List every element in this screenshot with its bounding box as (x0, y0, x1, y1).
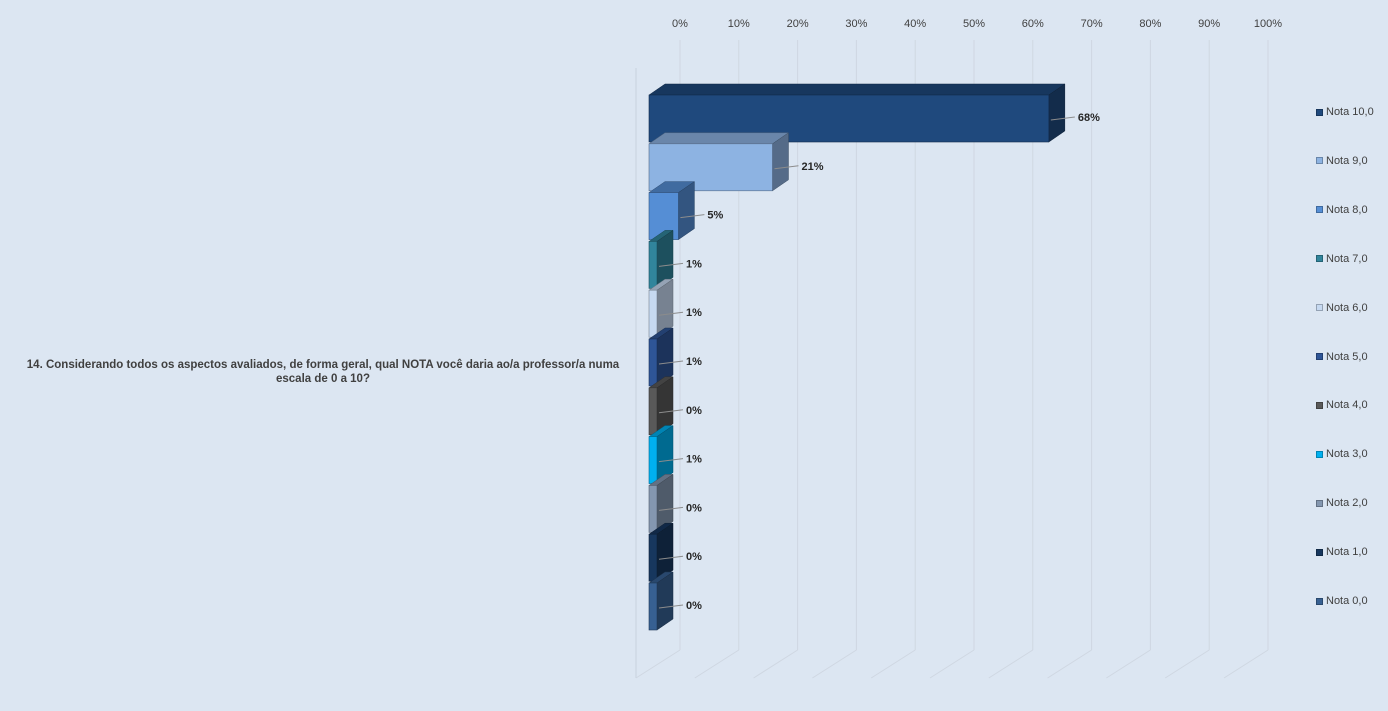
data-label: 0% (686, 405, 702, 417)
leader-line (658, 360, 684, 365)
gridline-floor (812, 649, 857, 679)
bar (648, 289, 658, 338)
gridline-floor (753, 649, 798, 679)
legend-item: Nota 2,0 (1316, 495, 1368, 511)
gridline-floor (1223, 649, 1269, 679)
legend-label: Nota 0,0 (1326, 595, 1368, 607)
x-tick-label: 10% (728, 18, 750, 30)
legend-swatch (1316, 157, 1323, 165)
legend-label: Nota 1,0 (1326, 546, 1368, 559)
x-tick-label: 20% (787, 18, 809, 30)
gridline-floor (1047, 649, 1092, 679)
bar (648, 241, 658, 289)
data-label: 5% (707, 210, 723, 222)
data-label: 0% (686, 551, 702, 563)
legend-label: Nota 3,0 (1326, 448, 1368, 461)
gridline-floor (870, 649, 916, 679)
bar (648, 485, 658, 533)
legend-item: Nota 6,0 (1316, 300, 1368, 316)
legend-item: Nota 9,0 (1316, 153, 1368, 169)
legend-item: Nota 7,0 (1316, 251, 1368, 267)
x-tick-label: 100% (1254, 18, 1282, 30)
legend-swatch (1316, 255, 1323, 263)
gridline-floor (988, 649, 1034, 679)
bar (648, 436, 658, 484)
leader-line (1050, 116, 1075, 121)
legend-item: Nota 4,0 (1316, 397, 1368, 413)
legend-item: Nota 3,0 (1316, 446, 1368, 462)
leader-line (658, 311, 684, 316)
data-label: 68% (1078, 112, 1100, 124)
legend-item: Nota 10,0 (1316, 104, 1374, 120)
data-label: 1% (686, 356, 702, 368)
gridline-floor (1164, 649, 1210, 679)
legend-swatch (1316, 206, 1323, 214)
gridline-floor (694, 649, 740, 679)
x-tick-label: 60% (1022, 18, 1044, 30)
legend-swatch (1316, 108, 1323, 116)
leader-line (774, 165, 799, 170)
data-label: 1% (686, 307, 702, 319)
data-label: 0% (686, 600, 702, 612)
bar-top (648, 83, 1066, 96)
leader-line (658, 409, 684, 414)
legend-label: Nota 2,0 (1326, 497, 1368, 510)
bar-top (648, 132, 790, 145)
leader-line (658, 604, 684, 609)
legend-item: Nota 5,0 (1316, 349, 1368, 365)
legend-swatch (1316, 450, 1323, 458)
legend-label: Nota 10,0 (1326, 106, 1374, 118)
leader-line (680, 214, 705, 219)
legend-swatch (1316, 353, 1323, 360)
legend-label: Nota 5,0 (1326, 350, 1368, 363)
legend-swatch (1316, 401, 1323, 409)
x-tick-label: 0% (672, 18, 688, 30)
gridline-floor (929, 649, 975, 679)
leader-line (658, 262, 684, 267)
data-label: 0% (686, 502, 702, 514)
x-tick-label: 90% (1198, 18, 1220, 30)
legend-label: Nota 6,0 (1326, 301, 1368, 314)
x-tick-label: 70% (1081, 18, 1103, 30)
leader-line (658, 555, 684, 560)
legend-item: Nota 1,0 (1316, 544, 1368, 560)
leader-line (658, 506, 684, 511)
gridline-floor (1106, 649, 1151, 679)
legend-swatch (1316, 304, 1323, 312)
legend-item: Nota 8,0 (1316, 202, 1368, 218)
x-tick-label: 40% (904, 18, 926, 30)
legend-swatch (1316, 548, 1323, 556)
leader-line (658, 458, 684, 463)
gridline-floor (635, 649, 681, 679)
data-label: 21% (801, 161, 823, 173)
bar (648, 338, 658, 387)
legend-swatch (1316, 597, 1323, 605)
bar (648, 582, 658, 631)
legend-swatch (1316, 499, 1323, 507)
legend-label: Nota 7,0 (1326, 252, 1368, 265)
legend-item: Nota 0,0 (1316, 593, 1368, 609)
bar (648, 533, 658, 582)
legend-label: Nota 9,0 (1326, 154, 1368, 167)
category-label: 14. Considerando todos os aspectos avali… (26, 359, 620, 385)
x-tick-label: 50% (963, 18, 985, 30)
legend-label: Nota 4,0 (1326, 399, 1368, 412)
bar (648, 387, 658, 436)
data-label: 1% (686, 454, 702, 466)
legend-label: Nota 8,0 (1326, 203, 1368, 216)
x-tick-label: 30% (845, 18, 867, 30)
data-label: 1% (686, 258, 702, 270)
x-tick-label: 80% (1139, 18, 1161, 30)
